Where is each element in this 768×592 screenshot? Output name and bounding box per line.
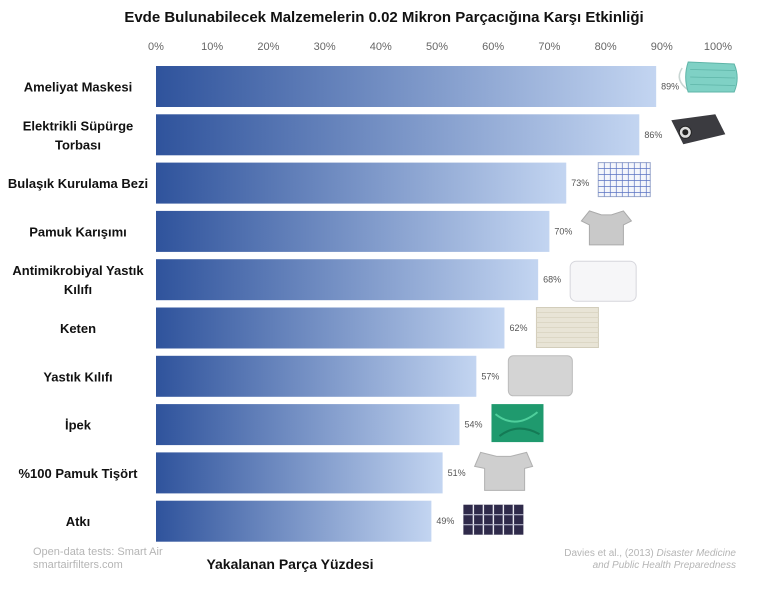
x-tick-label: 60% xyxy=(482,41,504,53)
bar-value-label: 73% xyxy=(571,178,589,188)
x-tick-label: 0% xyxy=(148,41,164,53)
citation-journal-2: and Public Health Preparedness xyxy=(592,560,736,571)
citation: Davies et al., (2013) Disaster Medicine … xyxy=(530,548,736,572)
x-tick-label: 20% xyxy=(257,41,279,53)
x-tick-label: 90% xyxy=(651,41,673,53)
category-label: Elektrikli Süpürge Torbası xyxy=(23,118,134,152)
chart-title: Evde Bulunabilecek Malzemelerin 0.02 Mik… xyxy=(124,9,644,26)
x-axis-label: Yakalanan Parça Yüzdesi xyxy=(206,556,374,572)
category-label: İpek xyxy=(65,418,92,433)
bar xyxy=(156,210,550,252)
cotton-blend-shirt-icon xyxy=(580,210,633,246)
bar xyxy=(156,162,567,204)
bar-value-label: 54% xyxy=(464,420,482,430)
bar xyxy=(156,307,505,349)
citation-journal-1: Disaster Medicine xyxy=(656,548,736,559)
linen-fabric-icon xyxy=(535,307,599,348)
source-left: Open-data tests: Smart Air smartairfilte… xyxy=(33,546,163,572)
pillowcase-icon xyxy=(507,355,573,397)
category-label: Keten xyxy=(60,321,96,336)
bar-value-label: 49% xyxy=(436,516,454,526)
bar-value-label: 86% xyxy=(644,130,662,140)
bar-value-label: 70% xyxy=(554,226,572,236)
category-label: Ameliyat Maskesi xyxy=(24,80,132,95)
surgical-mask-icon xyxy=(678,61,738,93)
x-tick-label: 100% xyxy=(704,41,732,53)
bar-value-label: 62% xyxy=(509,323,527,333)
cotton-tshirt-icon xyxy=(473,451,534,491)
source-left-line1: Open-data tests: Smart Air xyxy=(33,546,163,558)
citation-prefix: Davies et al., (2013) xyxy=(564,548,657,559)
x-tick-label: 10% xyxy=(201,41,223,53)
vacuum-bag-icon xyxy=(671,114,726,145)
x-tick-label: 80% xyxy=(595,41,617,53)
bar xyxy=(156,66,657,107)
x-tick-label: 50% xyxy=(426,41,448,53)
scarf-icon xyxy=(463,504,524,535)
bar xyxy=(156,404,460,446)
category-label: Yastık Kılıfı xyxy=(43,369,112,384)
bar-value-label: 51% xyxy=(448,468,466,478)
bar-value-label: 89% xyxy=(661,82,679,92)
category-label: Antimikrobiyal Yastık Kılıfı xyxy=(12,263,144,297)
silk-fabric-icon xyxy=(491,404,544,443)
category-label: %100 Pamuk Tişört xyxy=(19,466,139,481)
bar xyxy=(156,500,432,542)
x-tick-label: 70% xyxy=(538,41,560,53)
bar xyxy=(156,355,477,397)
bar xyxy=(156,259,539,301)
category-label: Pamuk Karışımı xyxy=(29,224,127,239)
bar xyxy=(156,452,443,494)
bar-value-label: 68% xyxy=(543,275,561,285)
category-label: Atkı xyxy=(66,514,91,529)
bar xyxy=(156,114,640,156)
dish-towel-icon xyxy=(597,162,651,198)
category-label: Bulaşık Kurulama Bezi xyxy=(8,176,148,191)
x-tick-label: 30% xyxy=(314,41,336,53)
x-tick-label: 40% xyxy=(370,41,392,53)
source-left-line2: smartairfilters.com xyxy=(33,559,123,571)
bar-value-label: 57% xyxy=(481,371,499,381)
antimicrobial-pillowcase-icon xyxy=(569,260,637,302)
